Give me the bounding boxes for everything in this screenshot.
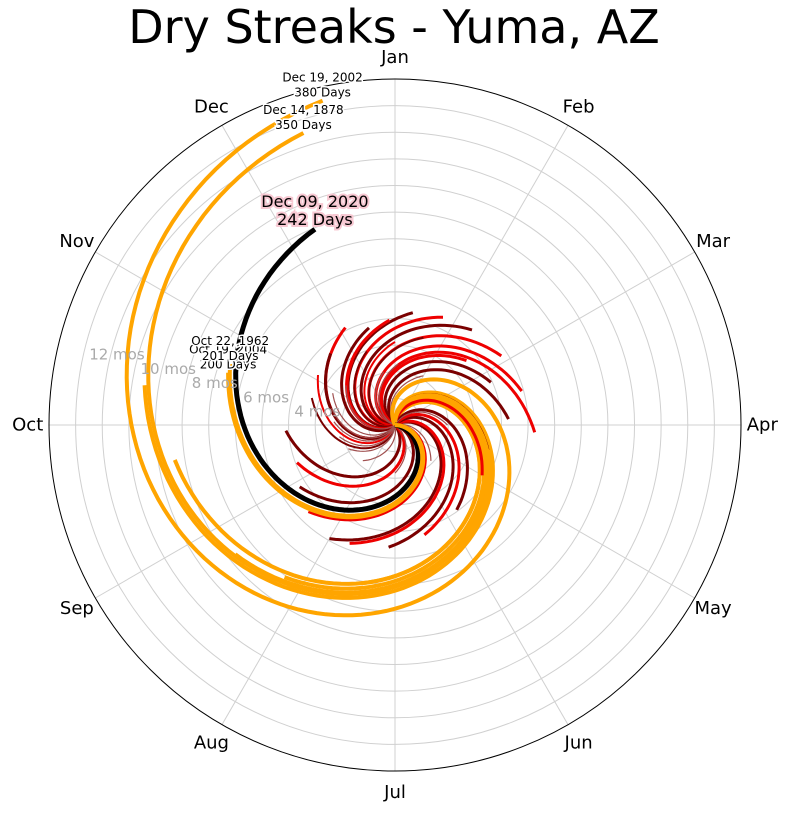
streak-curve (378, 363, 399, 426)
streak-curve (363, 341, 396, 426)
polar-frame (48, 78, 742, 772)
highlighted-streak-curve (146, 131, 492, 597)
streak-curve (332, 393, 396, 436)
angular-gridline (394, 424, 695, 599)
month-tick-label: Sep (60, 598, 94, 619)
streak-curve (296, 423, 406, 488)
chart-title: Dry Streaks - Yuma, AZ (128, 0, 660, 54)
month-tick-label: Jan (380, 47, 409, 68)
streak-annotation-date: Dec 14, 1878 (263, 103, 343, 117)
highlighted-streak-curve (227, 363, 425, 518)
streak-curve (340, 326, 396, 433)
streak-curve (393, 408, 469, 511)
radial-tick-label: 10 mos (141, 360, 197, 378)
month-tick-label: May (694, 598, 732, 619)
month-tick-label: Dec (194, 96, 229, 117)
month-tick-label: Mar (696, 231, 731, 252)
streak-curve (387, 368, 510, 426)
streak-curve (362, 424, 397, 462)
axis-labels: Jan Feb Mar Apr May Jun Jul Aug Sep Oct Nov Dec 4 mo… (12, 47, 778, 803)
streak-curve (379, 354, 467, 427)
streak-curve (353, 350, 396, 428)
streak-curve (383, 360, 492, 427)
month-tick-label: Jul (383, 782, 406, 803)
streak-annotation-days: 201 Days (202, 349, 259, 363)
streak-curve (298, 423, 415, 505)
radial-tick-label: 6 mos (243, 388, 289, 406)
angular-gridline (221, 424, 396, 725)
streak-curve (339, 424, 396, 447)
streak-curve (394, 411, 448, 426)
streak-annotation-date: Oct 19, 2004 (189, 343, 267, 357)
streak-curve (368, 336, 424, 426)
month-tick-label: Apr (747, 415, 779, 436)
month-tick-label: Nov (59, 231, 94, 252)
streak-annotation-days: 200 Days (200, 358, 257, 372)
streak-annotation-days: 242 Days (277, 210, 353, 229)
highlighted-streak-curve (233, 227, 421, 513)
streak-curve (359, 323, 473, 427)
streak-curve (388, 415, 455, 549)
streak-annotation-days: 380 Days (294, 86, 351, 100)
month-tick-label: Oct (12, 415, 43, 436)
radial-tick-label: 12 mos (89, 346, 145, 364)
streak-curve (316, 374, 396, 445)
streak-curve (393, 413, 461, 536)
radial-tick-label: 4 mos (294, 403, 340, 421)
streak-curve (310, 397, 396, 450)
month-tick-label: Jun (564, 733, 593, 754)
streak-annotation-days: 350 Days (275, 118, 332, 132)
streak-curve (393, 398, 484, 476)
streak-curve (348, 424, 396, 452)
streak-curve (349, 419, 446, 545)
streak-curves (124, 98, 537, 618)
streak-annotation-date: Oct 22, 1962 (191, 334, 269, 348)
angular-gridline (95, 424, 396, 599)
highlighted-streak-curve (124, 98, 512, 618)
streak-annotation-date: Dec 09, 2020 (261, 192, 368, 211)
month-tick-label: Feb (563, 96, 595, 117)
streak-curve (345, 385, 396, 430)
streak-curve (284, 424, 402, 479)
streak-curve (394, 424, 407, 474)
radial-tick-label: 8 mos (192, 374, 238, 392)
month-tick-label: Aug (194, 733, 229, 754)
streak-curve (374, 371, 396, 426)
streak-annotation-date: Dec 19, 2002 (282, 71, 362, 85)
streak-curve (331, 407, 396, 439)
streak-curve (333, 421, 396, 442)
angular-gridline (394, 125, 569, 426)
streak-curve (142, 385, 495, 600)
